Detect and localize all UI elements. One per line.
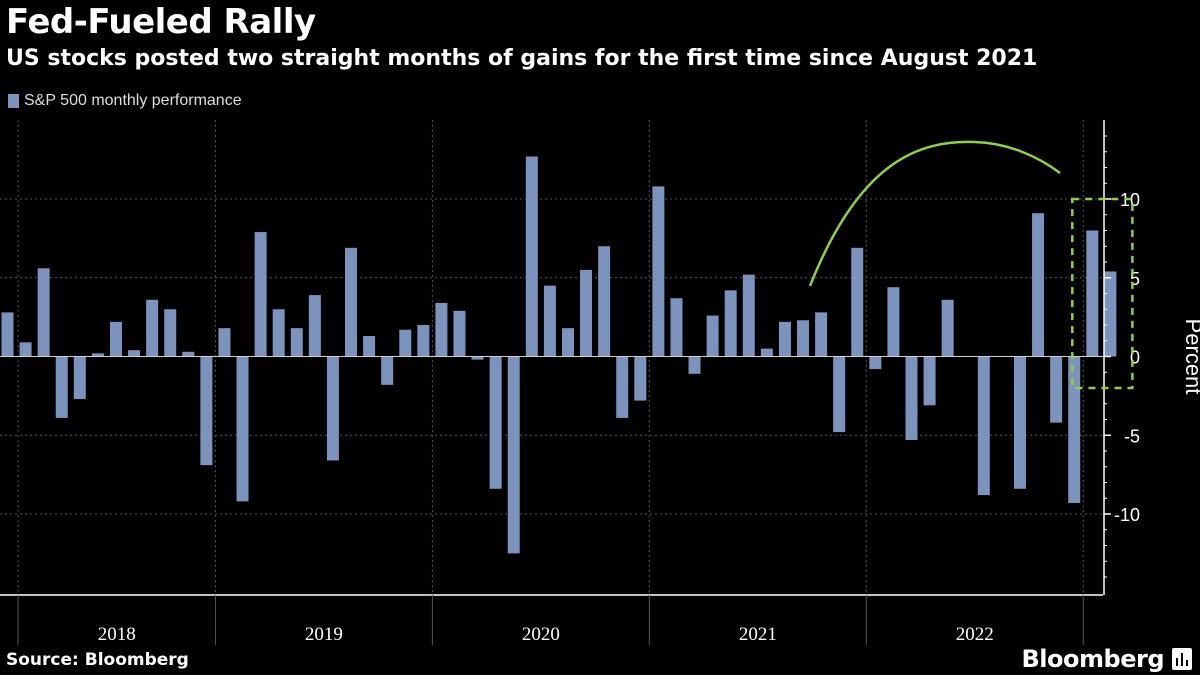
y-tick-label: -10 [1114,505,1140,525]
x-tick-label: 2022 [956,624,994,645]
bar [670,298,683,357]
bar [507,356,520,554]
bar [543,285,556,357]
bar [941,299,954,357]
bar [417,325,430,357]
bar [1068,356,1081,503]
y-tick-label: 0 [1130,348,1140,368]
bar [128,350,141,357]
chart-subtitle: US stocks posted two straight months of … [6,46,1038,71]
bar [598,246,611,357]
x-tick-label: 2018 [98,624,136,645]
source-note: Source: Bloomberg [6,650,189,670]
chart-title: Fed-Fueled Rally [6,2,316,42]
bar [869,356,882,370]
bar [435,302,448,357]
bar [923,356,936,406]
bar [55,356,68,418]
bar [742,274,755,357]
bar [815,312,828,357]
bloomberg-terminal-icon [1172,648,1192,670]
x-tick-label: 2020 [522,624,560,645]
bar [308,295,321,357]
bar [1104,271,1117,357]
x-tick-label: 2021 [739,624,777,645]
bar [706,315,719,357]
bar [833,356,846,433]
bar [1013,356,1026,489]
brand-name: Bloomberg [1021,645,1165,673]
bar [489,356,502,489]
bar [164,309,177,357]
highlight-box [1071,197,1134,390]
highlight-arc [808,140,1061,287]
bar [109,321,122,357]
bar [471,356,484,360]
bar [91,353,104,357]
legend-label: S&P 500 monthly performance [24,92,242,109]
bar [218,328,231,357]
bar [977,356,990,496]
bar [1050,356,1063,423]
bar [887,287,900,357]
bar [688,356,701,374]
bar [561,328,574,357]
y-tick-label: 5 [1130,269,1140,289]
bar [580,269,593,357]
bar [200,356,213,466]
bar [634,356,647,401]
bar [724,290,737,357]
bar [778,321,791,357]
brand-logo: Bloomberg [1022,645,1192,673]
bar [326,356,339,461]
bar [272,309,285,357]
bar [851,247,864,357]
bar [19,342,32,357]
y-tick-label: -5 [1124,426,1140,446]
bar [182,351,195,357]
y-axis-label: Percent [1181,319,1200,395]
bar [1,312,14,357]
bar [525,156,538,357]
legend-swatch [8,94,19,108]
bar [1032,213,1045,357]
bar [37,268,50,357]
legend: S&P 500 monthly performance [8,92,242,110]
bar [760,348,773,357]
bar [73,356,86,400]
bar [453,310,466,357]
bar [616,356,629,418]
bar [363,336,376,357]
bar [254,232,267,357]
bar [1086,230,1099,357]
x-tick-label: 2019 [305,624,343,645]
bar [345,247,358,357]
bar [381,356,394,385]
bar [146,299,159,357]
bar [797,320,810,357]
bar [290,328,303,357]
bar [399,329,412,357]
bar [652,186,665,357]
bar [905,356,918,440]
bar [236,356,249,502]
